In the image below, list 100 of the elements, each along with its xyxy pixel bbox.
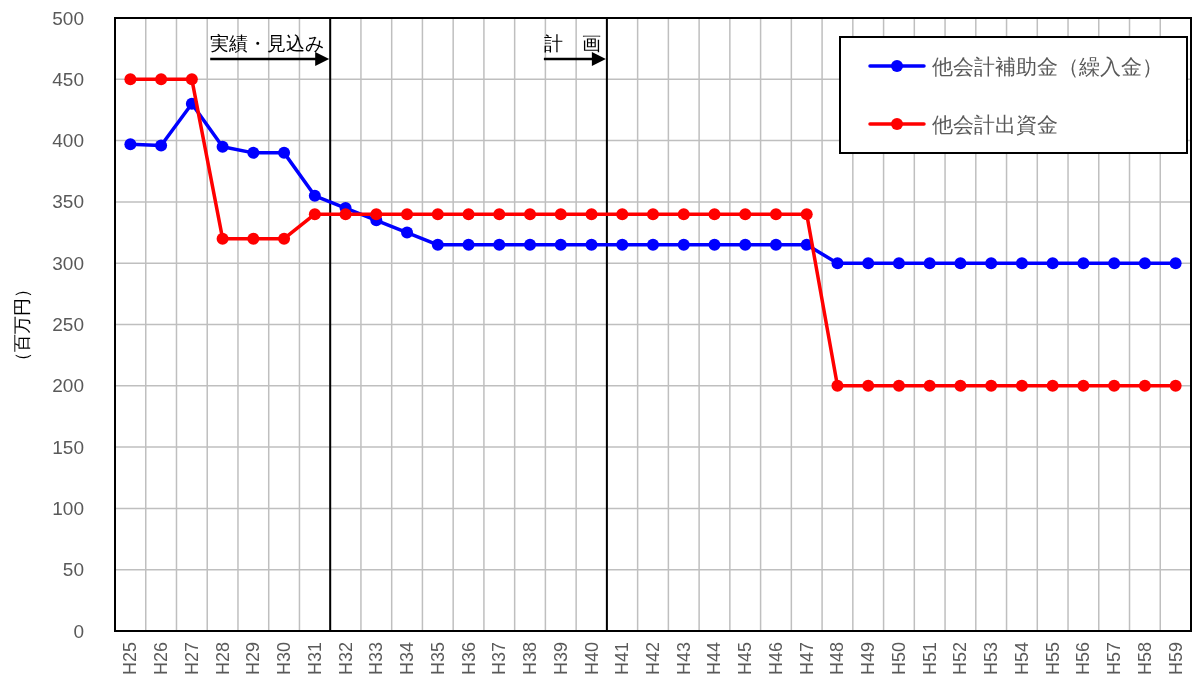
point	[216, 232, 229, 245]
x-tick-label: H29	[243, 642, 264, 676]
x-tick-label: H32	[335, 642, 356, 676]
point	[185, 73, 198, 86]
point	[401, 208, 414, 221]
y-tick-label: 400	[52, 130, 84, 152]
x-tick-label: H47	[796, 642, 817, 676]
y-tick-label: 100	[52, 497, 84, 519]
point	[462, 208, 475, 221]
y-tick-label: 250	[52, 314, 84, 335]
x-tick-label: H57	[1104, 642, 1125, 676]
point	[831, 379, 844, 392]
x-tick-label: H55	[1042, 642, 1063, 676]
point	[647, 238, 659, 251]
point	[155, 139, 168, 152]
point	[647, 208, 659, 221]
point	[923, 257, 936, 270]
point	[339, 208, 352, 221]
x-tick-label: H59	[1165, 642, 1186, 676]
point	[1138, 257, 1151, 270]
x-tick-label: H53	[981, 642, 1002, 676]
point	[1169, 379, 1182, 392]
x-tick-label: H46	[765, 642, 786, 676]
point	[862, 379, 875, 392]
annotation: 実績・見込み	[210, 33, 325, 54]
point	[431, 238, 444, 251]
point	[155, 73, 168, 86]
point	[401, 226, 414, 239]
x-tick-label: H45	[735, 642, 756, 676]
legend-label: 他会計補助金（繰入金）	[932, 54, 1163, 78]
point	[708, 208, 721, 221]
x-tick-label: H43	[673, 642, 694, 676]
point	[739, 208, 752, 221]
point	[278, 232, 291, 245]
point	[708, 238, 721, 251]
x-tick-label: H48	[827, 642, 848, 676]
point	[616, 238, 629, 251]
point	[493, 208, 506, 221]
point	[923, 379, 936, 392]
y-tick-label: 0	[73, 620, 84, 642]
point	[1046, 257, 1059, 270]
x-tick-label: H36	[458, 642, 479, 676]
x-tick-label: H56	[1073, 642, 1094, 676]
x-tick-label: H49	[858, 642, 879, 676]
point	[370, 208, 383, 221]
point	[1015, 257, 1028, 270]
y-tick-label: 200	[52, 375, 84, 397]
point	[985, 257, 998, 270]
point	[554, 208, 567, 221]
point	[278, 146, 291, 159]
y-axis-title: （百万円）	[12, 279, 32, 370]
point	[124, 73, 137, 86]
point	[1138, 379, 1151, 392]
point	[769, 238, 782, 251]
point	[554, 238, 567, 251]
x-tick-label: H37	[489, 642, 510, 676]
point	[1108, 257, 1121, 270]
y-tick-label: 450	[52, 68, 84, 90]
x-tick-label: H30	[274, 642, 295, 676]
point	[800, 208, 813, 221]
point	[431, 208, 444, 221]
point	[462, 238, 475, 251]
y-tick-label: 50	[62, 559, 84, 581]
point	[524, 238, 537, 251]
point	[954, 379, 967, 392]
y-tick-label: 300	[52, 252, 84, 274]
x-tick-label: H34	[397, 642, 418, 676]
point	[1046, 379, 1059, 392]
point	[585, 208, 598, 221]
x-tick-label: H44	[704, 642, 725, 676]
point	[862, 257, 875, 270]
x-tick-label: H31	[304, 642, 325, 676]
point	[1169, 257, 1182, 270]
point	[769, 208, 782, 221]
point	[985, 379, 998, 392]
point	[308, 189, 321, 202]
legend-label: 他会計出資金	[932, 112, 1058, 136]
x-tick-label: H35	[427, 642, 448, 676]
point	[585, 238, 598, 251]
x-tick-label: H39	[550, 642, 571, 676]
point	[677, 238, 690, 251]
x-tick-label: H54	[1011, 642, 1032, 676]
point	[892, 379, 905, 392]
x-tick-label: H51	[919, 642, 940, 676]
point	[1077, 257, 1090, 270]
annotation: 計 画	[543, 33, 601, 54]
x-tick-label: H50	[888, 642, 909, 676]
point	[493, 238, 506, 251]
x-tick-label: H38	[520, 642, 541, 676]
x-tick-label: H42	[643, 642, 663, 676]
x-tick-label: H28	[212, 642, 233, 676]
point	[247, 146, 260, 159]
point	[1108, 379, 1121, 392]
x-tick-label: H26	[151, 642, 172, 676]
point	[524, 208, 537, 221]
point	[892, 257, 905, 270]
y-tick-label: 500	[52, 7, 84, 29]
x-tick-label: H33	[366, 642, 387, 676]
point	[1015, 379, 1028, 392]
point	[616, 208, 629, 221]
